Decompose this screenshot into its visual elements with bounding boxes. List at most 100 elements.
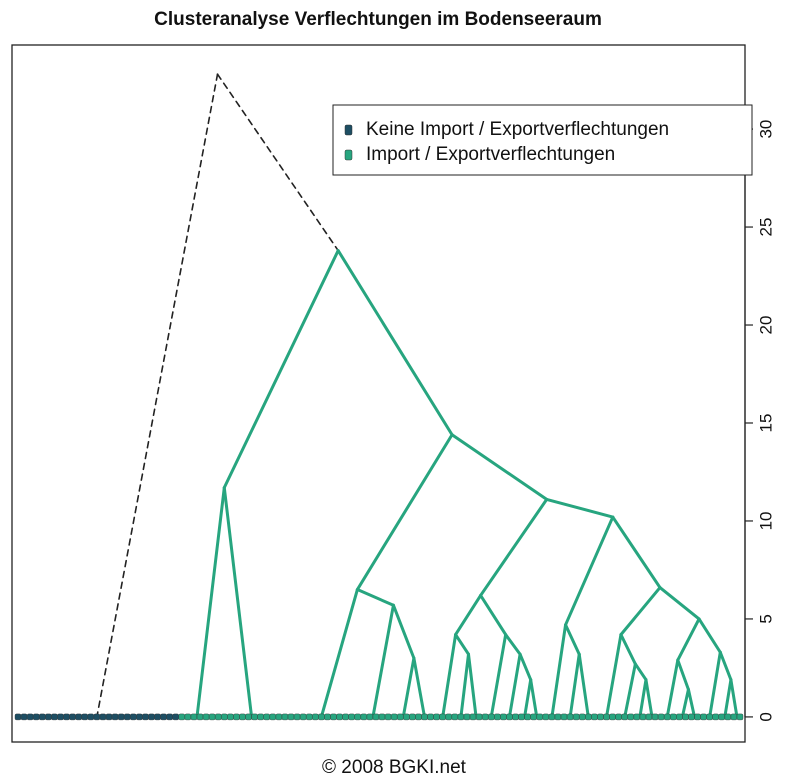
leaf-point [421, 713, 428, 721]
dendrogram-link [545, 497, 615, 519]
leaf-point [724, 713, 732, 721]
dendrogram-link [450, 433, 549, 501]
dendrogram-link [355, 588, 395, 607]
leaf-point [166, 713, 173, 721]
dendrogram-link [644, 678, 654, 719]
leaf-point [354, 713, 361, 721]
leaf-point [293, 713, 301, 721]
dendrogram-link [355, 433, 454, 592]
leaf-point [463, 713, 471, 721]
leaf-point [263, 713, 270, 721]
leaf-point [572, 713, 580, 721]
leaf-point [190, 713, 198, 721]
leaf-point [275, 713, 283, 721]
leaf-point [615, 713, 622, 721]
dendrogram-link [708, 650, 722, 719]
dendrogram-link [568, 652, 581, 719]
dendrogram-link [619, 586, 662, 637]
leaf-point [621, 713, 628, 721]
leaf-point [215, 713, 222, 721]
dendrogram-link [697, 617, 722, 654]
dendrogram-link [479, 497, 549, 597]
dendrogram-link [518, 652, 533, 682]
legend-box [332, 104, 753, 176]
dendrogram-link [459, 652, 470, 719]
legend-label: Keine Import / Exportverflechtungen [366, 119, 669, 140]
leaf-point [348, 713, 355, 721]
leaf-point [688, 713, 695, 721]
legend-swatch [344, 124, 353, 136]
leaf-point [384, 713, 392, 721]
leaf-point [63, 713, 70, 721]
leaf-point [81, 713, 88, 721]
leaf-point [627, 713, 634, 721]
leaf-point [299, 713, 307, 721]
leaf-point [542, 713, 550, 721]
dendrogram-link [371, 603, 395, 719]
dendrogram-link [454, 633, 470, 656]
dendrogram-link [564, 623, 581, 656]
dendrogram-link [619, 633, 637, 666]
leaf-point [336, 713, 343, 721]
dendrogram-link [489, 633, 508, 719]
dendrogram-link [216, 73, 339, 252]
dendrogram-link [623, 662, 637, 719]
dendrogram-link [529, 678, 539, 719]
leaf-point [75, 713, 82, 721]
leaf-point [378, 713, 386, 721]
dendrogram-link [319, 588, 359, 719]
leaf-point [694, 713, 701, 721]
leaf-point [651, 713, 659, 721]
leaf-point [512, 713, 519, 721]
leaf-point [481, 713, 489, 721]
leaf-point [415, 713, 422, 721]
leaf-point [324, 713, 331, 721]
dendrogram-link [564, 515, 615, 627]
leaf-point [269, 713, 277, 721]
leaf-point [306, 713, 313, 721]
leaf-point [409, 713, 416, 721]
leaf-point [251, 713, 258, 721]
leaf-point [87, 713, 95, 721]
dendrogram-link [718, 650, 733, 682]
dendrogram-link [550, 623, 568, 719]
dendrogram-link [96, 73, 219, 718]
dendrogram-link [507, 652, 522, 719]
dendrogram-link [638, 678, 648, 719]
leaf-point [20, 713, 28, 721]
dendrogram-link [611, 515, 662, 590]
dendrogram-link [401, 656, 416, 719]
leaf-point [494, 713, 501, 721]
leaf-point [148, 713, 155, 721]
y-tick-label: 20 [756, 316, 775, 335]
leaf-point [566, 713, 574, 721]
leaf-point [130, 713, 137, 721]
leaf-point [603, 713, 610, 721]
leaf-point [451, 713, 459, 721]
legend-label: Import / Exportverflechtungen [366, 144, 615, 165]
leaf-point [633, 713, 641, 721]
dendrogram-link [665, 658, 680, 719]
leaf-point [26, 713, 34, 721]
dendrogram-link [577, 652, 590, 719]
leaf-point [105, 713, 113, 721]
leaf-point [585, 713, 592, 721]
leaf-point [433, 713, 440, 721]
leaf-point [518, 713, 525, 721]
leaf-point [639, 713, 647, 721]
leaf-point [287, 713, 295, 721]
leaf-point [208, 713, 216, 721]
dendrogram-link [633, 662, 648, 682]
leaf-point [682, 713, 689, 721]
dendrogram-link [479, 593, 508, 637]
leaf-point [712, 713, 719, 721]
leaf-point [676, 713, 683, 721]
leaf-point [136, 713, 143, 721]
leaf-point [239, 713, 246, 721]
leaf-point [93, 713, 101, 721]
leaf-point [111, 713, 119, 721]
dendrogram-link [195, 486, 226, 719]
dendrogram-link [454, 593, 483, 637]
dendrogram-link [412, 656, 427, 719]
leaf-point [609, 713, 616, 721]
